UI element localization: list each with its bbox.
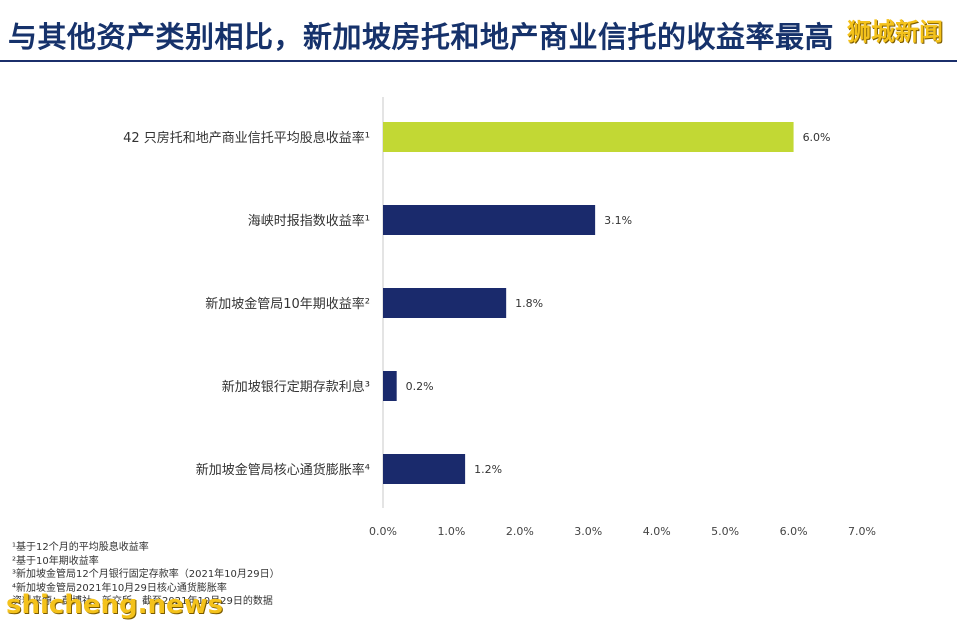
title-divider — [0, 60, 957, 62]
bar — [383, 288, 507, 318]
bar — [383, 454, 466, 484]
data-label: 3.1% — [604, 214, 632, 227]
bar — [383, 122, 794, 152]
data-label: 1.8% — [515, 297, 543, 310]
x-tick-label: 7.0% — [848, 525, 876, 538]
category-label: 42 只房托和地产商业信托平均股息收益率¹ — [123, 130, 370, 146]
x-tick-label: 6.0% — [780, 525, 808, 538]
category-label: 新加坡银行定期存款利息³ — [222, 379, 370, 395]
footnote-1: ¹基于12个月的平均股息收益率 — [12, 542, 149, 553]
data-label: 6.0% — [803, 131, 831, 144]
category-label: 海峡时报指数收益率¹ — [248, 213, 370, 229]
footnote-3: ³新加坡金管局12个月银行固定存款率（2021年10月29日） — [12, 569, 280, 580]
x-tick-label: 0.0% — [369, 525, 397, 538]
bar — [383, 371, 397, 401]
watermark-top: 狮城新闻 — [847, 18, 943, 46]
footnote-2: ²基于10年期收益率 — [12, 555, 99, 567]
x-tick-label: 1.0% — [437, 525, 465, 538]
footnote-4: ⁴新加坡金管局2021年10月29日核心通货膨胀率 — [12, 582, 227, 594]
footnote-source: 资料来源：彭博社、新交所，截至2021年10月29日的数据 — [12, 596, 273, 607]
watermark-bottom: shicheng.news — [6, 590, 224, 620]
category-label: 新加坡金管局核心通货膨胀率⁴ — [196, 462, 370, 478]
bar — [383, 205, 596, 235]
data-label: 1.2% — [474, 463, 502, 476]
chart-title: 与其他资产类别相比，新加坡房托和地产商业信托的收益率最高 — [8, 20, 835, 54]
x-tick-label: 5.0% — [711, 525, 739, 538]
data-label: 0.2% — [406, 380, 434, 393]
category-label: 新加坡金管局10年期收益率² — [205, 296, 370, 312]
bar-chart: 0.0% 1.0% 2.0% 3.0% 4.0% 5.0% 6.0% 7.0% 42 只房托和地… — [123, 97, 876, 538]
footnotes: ¹基于12个月的平均股息收益率 ²基于10年期收益率 ³新加坡金管局12个月银行… — [12, 541, 280, 609]
x-tick-label: 2.0% — [506, 525, 534, 538]
x-tick-label: 3.0% — [574, 525, 602, 538]
x-tick-label: 4.0% — [643, 525, 671, 538]
